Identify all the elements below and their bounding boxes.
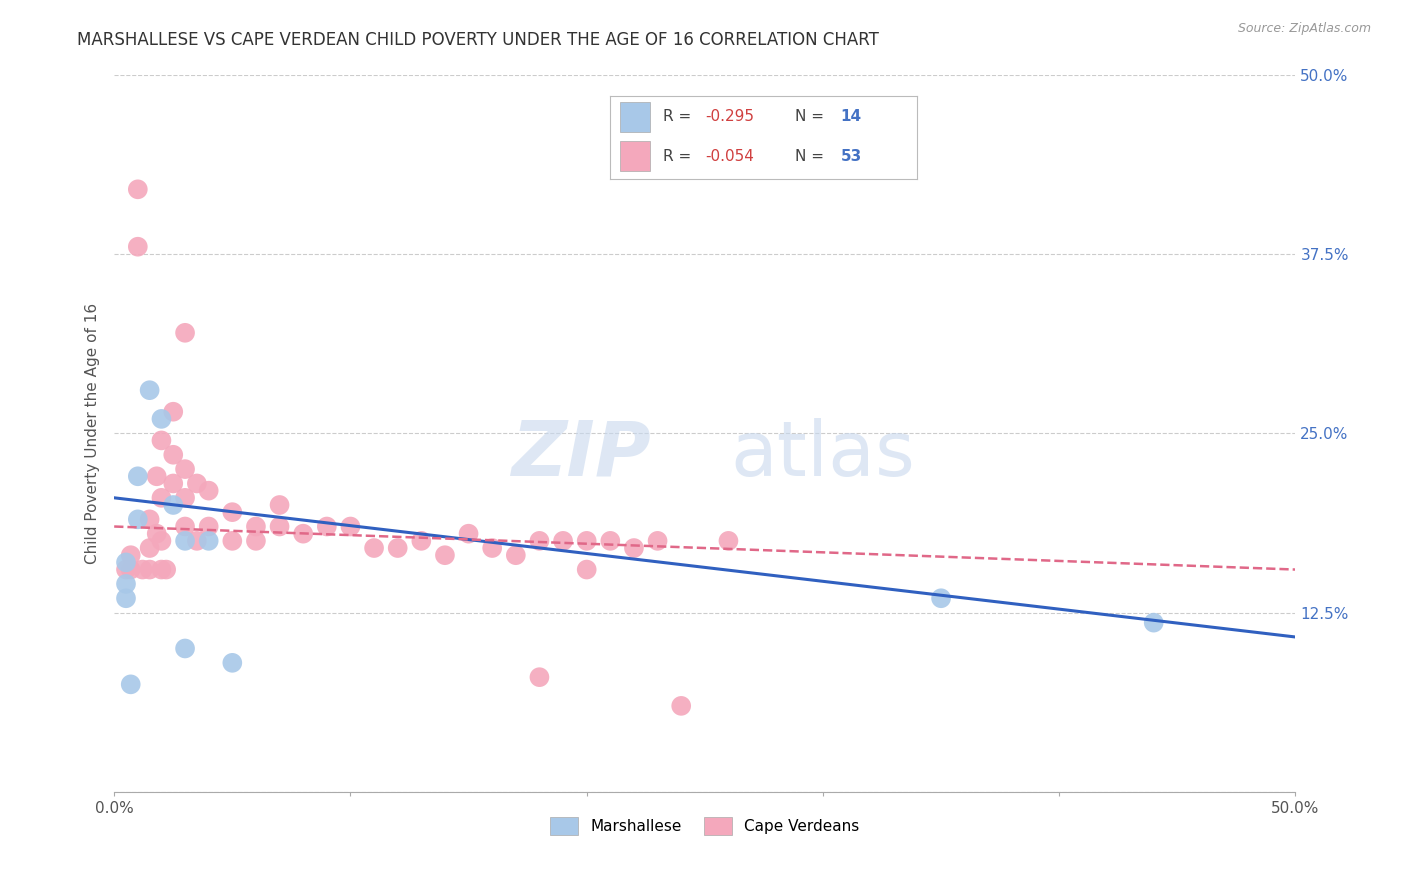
Point xyxy=(186,476,208,491)
Point xyxy=(245,533,267,548)
Point xyxy=(174,326,197,340)
Text: Source: ZipAtlas.com: Source: ZipAtlas.com xyxy=(1237,22,1371,36)
Point xyxy=(150,491,173,505)
Point xyxy=(162,448,184,462)
Point xyxy=(575,533,598,548)
Point xyxy=(292,526,315,541)
Point xyxy=(269,498,291,512)
Point xyxy=(221,656,243,670)
Point xyxy=(669,698,692,713)
Point xyxy=(363,541,385,555)
Point xyxy=(551,533,574,548)
Point xyxy=(197,533,219,548)
Point xyxy=(457,526,479,541)
Point xyxy=(145,469,167,483)
Point xyxy=(127,182,149,196)
Point xyxy=(575,563,598,577)
Point xyxy=(150,412,173,426)
Point xyxy=(647,533,669,548)
Point xyxy=(120,548,142,562)
Point xyxy=(155,563,177,577)
Point xyxy=(505,548,527,562)
Point xyxy=(115,591,138,606)
Point xyxy=(174,491,197,505)
Point xyxy=(929,591,952,606)
Point xyxy=(120,677,142,691)
Point xyxy=(529,670,551,684)
Point xyxy=(269,519,291,533)
Point xyxy=(115,555,138,569)
Point xyxy=(197,519,219,533)
Point xyxy=(174,533,197,548)
Point xyxy=(162,405,184,419)
Point xyxy=(150,563,173,577)
Point xyxy=(145,526,167,541)
Point xyxy=(150,434,173,448)
Point xyxy=(127,512,149,526)
Point xyxy=(131,563,153,577)
Point xyxy=(197,483,219,498)
Point xyxy=(623,541,645,555)
Point xyxy=(387,541,409,555)
Point xyxy=(174,462,197,476)
Point xyxy=(115,577,138,591)
Point xyxy=(127,240,149,254)
Point xyxy=(481,541,503,555)
Point xyxy=(150,533,173,548)
Text: atlas: atlas xyxy=(731,417,915,491)
Legend: Marshallese, Cape Verdeans: Marshallese, Cape Verdeans xyxy=(550,817,859,835)
Point xyxy=(315,519,337,533)
Point xyxy=(1143,615,1166,630)
Point xyxy=(138,541,160,555)
Point xyxy=(339,519,361,533)
Point xyxy=(162,498,184,512)
Point xyxy=(245,519,267,533)
Point xyxy=(127,469,149,483)
Point xyxy=(221,533,243,548)
Point xyxy=(138,512,160,526)
Point xyxy=(411,533,433,548)
Point xyxy=(717,533,740,548)
Point xyxy=(138,383,160,397)
Point xyxy=(186,533,208,548)
Text: MARSHALLESE VS CAPE VERDEAN CHILD POVERTY UNDER THE AGE OF 16 CORRELATION CHART: MARSHALLESE VS CAPE VERDEAN CHILD POVERT… xyxy=(77,31,879,49)
Text: ZIP: ZIP xyxy=(512,417,651,491)
Point xyxy=(115,563,138,577)
Point xyxy=(599,533,621,548)
Point xyxy=(433,548,456,562)
Point xyxy=(174,641,197,656)
Point xyxy=(138,563,160,577)
Point xyxy=(174,519,197,533)
Point xyxy=(221,505,243,519)
Point xyxy=(529,533,551,548)
Y-axis label: Child Poverty Under the Age of 16: Child Poverty Under the Age of 16 xyxy=(86,302,100,564)
Point xyxy=(120,563,142,577)
Point xyxy=(162,476,184,491)
